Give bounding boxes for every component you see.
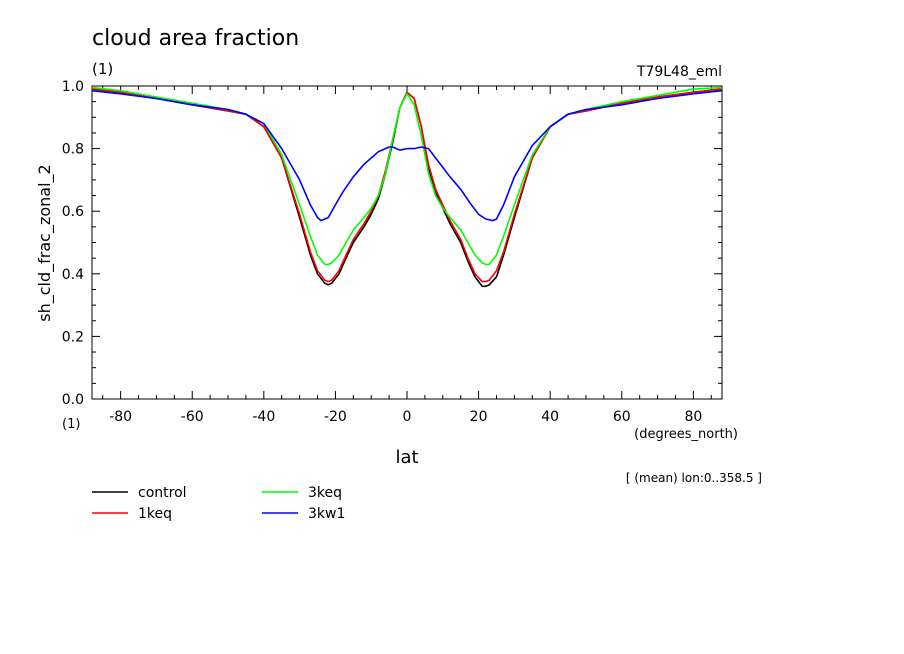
- series-line-3kw1: [91, 89, 723, 222]
- legend-label: control: [138, 485, 187, 501]
- y-tick-label: 0.8: [62, 142, 84, 158]
- y-axis-label: sh_cld_frac_zonal_2: [35, 164, 55, 321]
- x-units-label: (degrees_north): [634, 427, 738, 442]
- mean-annotation: [ (mean) lon:0..358.5 ]: [626, 471, 762, 485]
- x-tick-label: -40: [252, 409, 275, 425]
- y-tick-label: 0.2: [62, 329, 84, 345]
- legend-label: 3keq: [308, 485, 342, 501]
- x-tick-label: 20: [470, 409, 488, 425]
- x-tick-label: 80: [684, 409, 702, 425]
- y-tick-label: 0.0: [62, 392, 84, 408]
- units-label: (1): [92, 60, 113, 78]
- x-tick-label: -20: [324, 409, 347, 425]
- legend-label: 3kw1: [308, 506, 345, 522]
- x-tick-label: -80: [109, 409, 132, 425]
- y-tick-label: 0.4: [62, 267, 84, 283]
- legend: control 1keq 3keq 3kw1: [92, 485, 345, 522]
- y-units-label: (1): [62, 417, 80, 432]
- x-tick-label: 60: [613, 409, 631, 425]
- y-axis: 0.0 0.2 0.4 0.6 0.8 1.0: [62, 79, 722, 408]
- experiment-label: T79L48_eml: [636, 64, 722, 80]
- x-axis-label: lat: [395, 447, 418, 468]
- series-line-1keq: [91, 88, 723, 283]
- x-tick-label: 40: [541, 409, 559, 425]
- y-tick-label: 0.6: [62, 204, 84, 220]
- series-layer: [91, 86, 723, 288]
- x-tick-label: 0: [403, 409, 412, 425]
- plot-frame: [91, 85, 723, 400]
- series-line-3keq: [91, 86, 723, 266]
- series-line-control: [91, 88, 723, 288]
- chart-title: cloud area fraction: [92, 26, 299, 51]
- y-tick-label: 1.0: [62, 79, 84, 95]
- x-axis: -80 -60 -40 -20 0 20 40 60 80: [102, 86, 712, 425]
- plot-area: -80 -60 -40 -20 0 20 40 60 80 0.0 0.2 0.4 0.6 0.8 1.0: [62, 79, 723, 425]
- legend-label: 1keq: [138, 506, 172, 522]
- x-tick-label: -60: [181, 409, 204, 425]
